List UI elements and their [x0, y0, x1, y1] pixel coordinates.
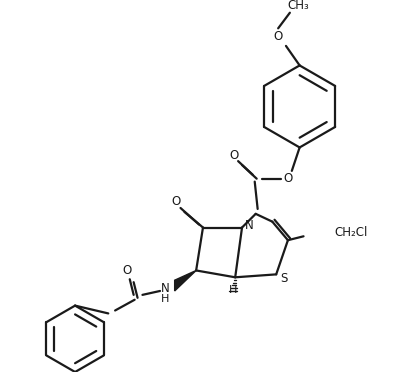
Text: N: N: [160, 282, 169, 295]
Text: O: O: [274, 30, 283, 43]
Text: O: O: [171, 195, 180, 208]
Text: O: O: [122, 264, 131, 277]
Text: H: H: [229, 285, 238, 295]
Text: S: S: [280, 272, 288, 285]
Text: CH₂Cl: CH₂Cl: [335, 226, 368, 239]
Text: N: N: [244, 219, 253, 232]
Text: O: O: [283, 172, 292, 185]
Polygon shape: [175, 270, 196, 291]
Text: CH₃: CH₃: [288, 0, 309, 12]
Text: H: H: [161, 294, 169, 304]
Text: O: O: [229, 149, 239, 162]
